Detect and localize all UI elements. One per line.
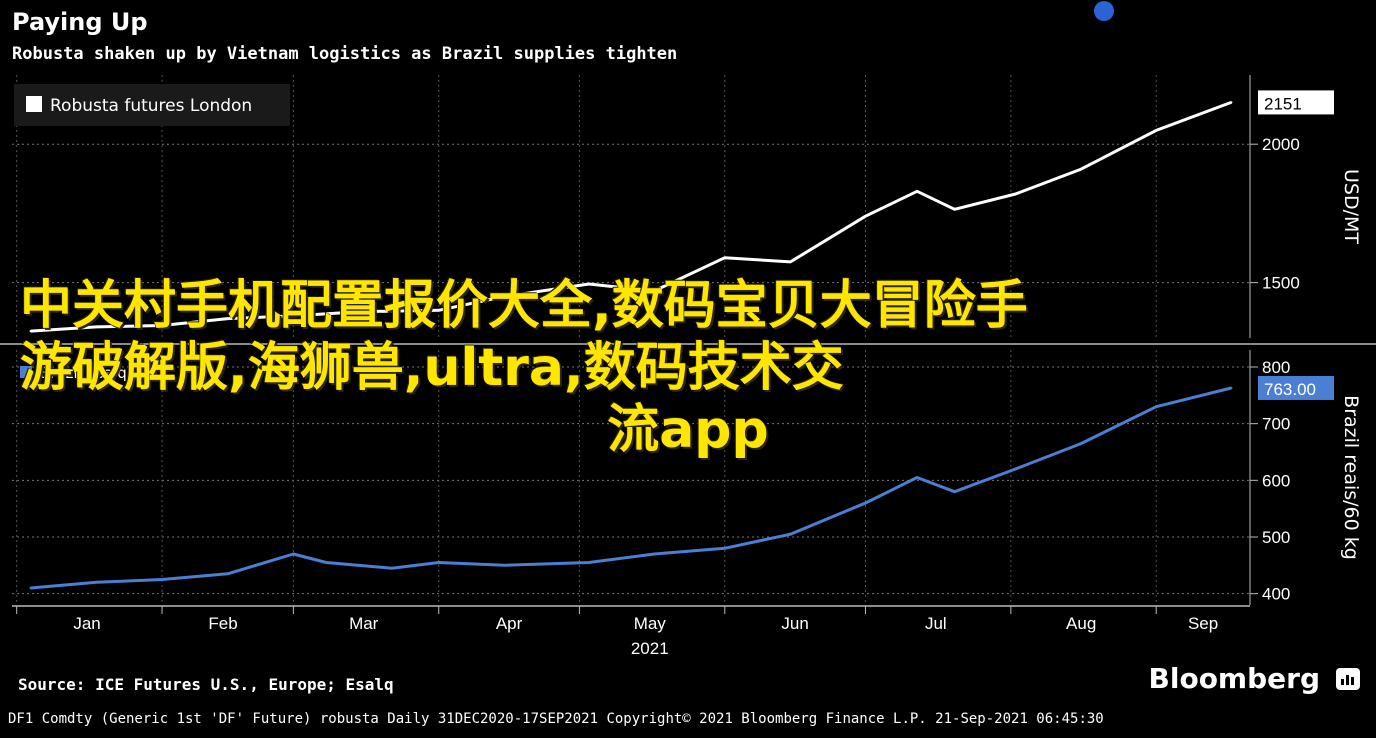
data-point-robusta: [95, 325, 98, 329]
legend-label-robusta: Robusta futures London: [50, 96, 252, 116]
data-point-brazil: [29, 586, 32, 590]
x-tick-label: Apr: [496, 614, 523, 633]
blue-dot: [1094, 1, 1114, 21]
x-year-label: 2021: [631, 639, 669, 658]
last-value-box-robusta: [1258, 90, 1334, 115]
x-tick-label: Jun: [781, 614, 808, 633]
x-tick-label: Aug: [1066, 614, 1096, 633]
data-point-robusta: [587, 282, 590, 286]
y-tick-label: 700: [1262, 415, 1290, 434]
data-point-brazil: [915, 476, 919, 479]
x-tick-label: Jul: [925, 614, 947, 633]
overlay-text: 中关村手机配置报价大全,数码宝贝大冒险手 游破解版,海狮兽,ultra,数码技术…: [0, 275, 1376, 461]
y-axis-label-brazil: Brazil reais/60 kg: [1340, 395, 1362, 560]
overlay-line-3: 流app: [607, 400, 769, 460]
data-point-brazil: [503, 564, 506, 567]
legend-swatch-robusta: [26, 96, 42, 112]
y-tick-label: 500: [1262, 528, 1290, 547]
x-tick-label: Jan: [73, 614, 100, 633]
data-point-brazil: [160, 578, 164, 581]
data-point-brazil: [653, 552, 656, 556]
x-tick-label: May: [634, 614, 667, 633]
data-point-brazil: [1079, 442, 1083, 445]
x-tick-label: Feb: [208, 614, 237, 633]
last-value-label-robusta: 2151: [1264, 94, 1302, 113]
source-note: Source: ICE Futures U.S., Europe; Esalq: [18, 675, 394, 694]
data-point-robusta: [1155, 129, 1158, 132]
data-point-robusta: [653, 289, 656, 293]
data-point-brazil: [1230, 386, 1233, 390]
data-point-robusta: [29, 329, 32, 333]
data-point-brazil: [864, 501, 867, 505]
data-point-brazil: [1014, 467, 1017, 471]
data-point-robusta: [503, 295, 506, 298]
data-point-robusta: [953, 208, 956, 211]
y-axis-label-robusta: USD/MT: [1340, 169, 1362, 244]
data-point-robusta: [160, 324, 164, 327]
data-point-brazil: [390, 566, 394, 570]
data-point-brazil: [226, 572, 229, 576]
data-point-brazil: [789, 532, 792, 536]
data-point-robusta: [292, 314, 295, 318]
terminal-icon: [1336, 668, 1360, 690]
data-point-robusta: [723, 256, 726, 259]
last-value-label-brazil: 763.00: [1264, 380, 1316, 399]
data-point-brazil: [587, 561, 590, 564]
brand-logo: Bloomberg: [1148, 662, 1320, 695]
y-tick-label: 600: [1262, 471, 1290, 490]
footer-note: DF1 Comdty (Generic 1st 'DF' Future) rob…: [8, 711, 1104, 727]
legend-label-brazil: Brazil Esalq: [40, 364, 127, 382]
data-point-robusta: [226, 317, 229, 320]
data-point-robusta: [1079, 167, 1083, 171]
y-tick-label: 2000: [1262, 135, 1300, 154]
last-value-box-brazil: [1258, 375, 1334, 400]
x-tick-label: Mar: [349, 614, 379, 633]
x-tick-label: Sep: [1188, 614, 1218, 633]
data-point-robusta: [1230, 101, 1233, 104]
overlay-line-1: 中关村手机配置报价大全,数码宝贝大冒险手: [20, 276, 1028, 336]
data-point-brazil: [324, 561, 328, 564]
data-point-robusta: [357, 310, 361, 313]
legend-box: [14, 84, 290, 126]
data-point-brazil: [95, 581, 98, 584]
data-point-brazil: [292, 552, 295, 556]
data-point-robusta: [437, 309, 440, 312]
y-tick-label: 800: [1262, 358, 1290, 377]
data-point-robusta: [789, 260, 792, 264]
y-tick-label: 1500: [1262, 274, 1300, 293]
data-point-robusta: [915, 190, 919, 193]
legend-swatch-brazil: [20, 366, 32, 378]
data-point-brazil: [953, 490, 956, 493]
series-line-brazil: [30, 386, 1232, 590]
y-tick-label: 400: [1262, 585, 1290, 604]
page-subtitle: Robusta shaken up by Vietnam logistics a…: [12, 44, 678, 64]
data-point-robusta: [1014, 192, 1017, 196]
data-point-brazil: [723, 547, 726, 550]
data-point-brazil: [1155, 405, 1158, 408]
data-point-brazil: [437, 561, 440, 564]
page-title: Paying Up: [12, 8, 148, 36]
data-point-robusta: [864, 214, 867, 218]
overlay-line-2: 游破解版,海狮兽,ultra,数码技术交: [20, 338, 844, 398]
